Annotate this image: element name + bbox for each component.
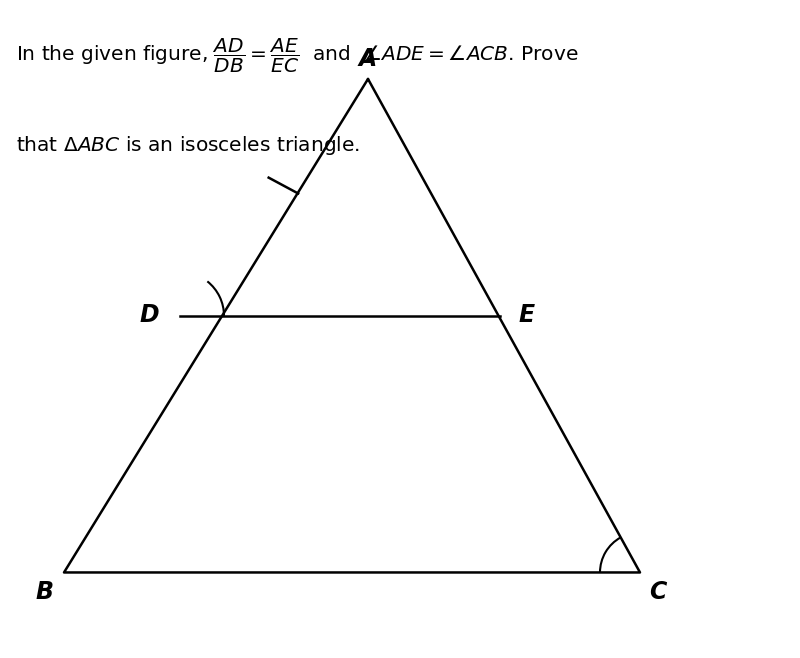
Text: that $\Delta ABC$ is an isosceles triangle.: that $\Delta ABC$ is an isosceles triang… xyxy=(16,134,360,157)
Text: In the given figure, $\dfrac{AD}{DB} = \dfrac{AE}{EC}$  and  $\angle ADE = \angl: In the given figure, $\dfrac{AD}{DB} = \… xyxy=(16,38,578,76)
Text: B: B xyxy=(35,580,53,604)
Text: D: D xyxy=(140,303,159,326)
Text: A: A xyxy=(359,47,377,71)
Text: E: E xyxy=(518,303,534,326)
Text: C: C xyxy=(649,580,666,604)
